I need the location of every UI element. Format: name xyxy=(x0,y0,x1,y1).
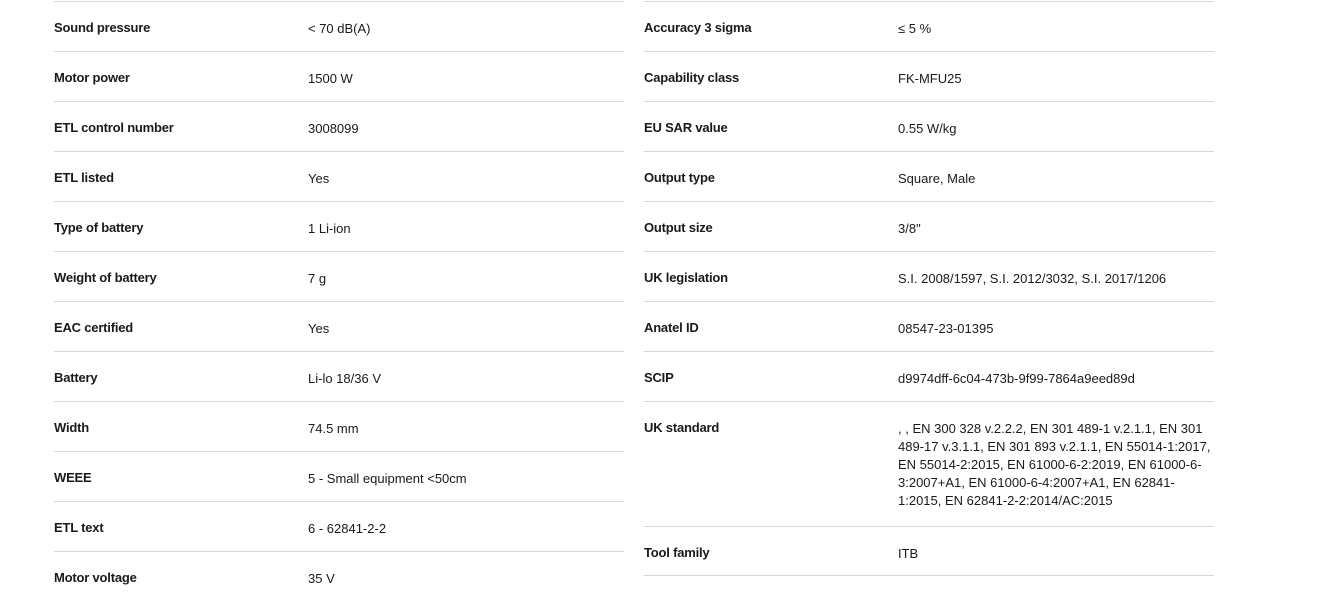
spec-row: Anatel ID 08547-23-01395 xyxy=(644,301,1214,351)
spec-label: Anatel ID xyxy=(644,320,699,335)
spec-row: Type of battery 1 Li-ion xyxy=(54,201,624,251)
spec-value: 6 - 62841-2-2 xyxy=(308,521,387,536)
spec-value: Square, Male xyxy=(898,171,976,186)
spec-label: Width xyxy=(54,420,89,435)
spec-label: Output size xyxy=(644,220,713,235)
spec-label: Capability class xyxy=(644,70,740,85)
spec-row: EAC certified Yes xyxy=(54,301,624,351)
spec-label: Battery xyxy=(54,370,98,385)
spec-value: 74.5 mm xyxy=(308,421,359,436)
spec-value: ITB xyxy=(898,546,919,561)
spec-label: Sound pressure xyxy=(54,20,151,35)
spec-value: FK-MFU25 xyxy=(898,71,962,86)
spec-row: UK standard , , EN 300 328 v.2.2.2, EN 30… xyxy=(644,401,1214,526)
spec-value: d9974dff-6c04-473b-9f99-7864a9eed89d xyxy=(898,371,1135,386)
spec-row: ETL control number 3008099 xyxy=(54,101,624,151)
spec-value: 3008099 xyxy=(308,121,359,136)
spec-label: WEEE xyxy=(54,470,92,485)
spec-row: Motor voltage 35 V xyxy=(54,551,624,601)
spec-label: SCIP xyxy=(644,370,674,385)
spec-row: Weight of battery 7 g xyxy=(54,251,624,301)
spec-value: 3/8" xyxy=(898,221,921,236)
spec-value: 5 - Small equipment <50cm xyxy=(308,471,467,486)
spec-value: 1 Li-ion xyxy=(308,221,351,236)
spec-label: Motor voltage xyxy=(54,570,137,585)
spec-value: Li-lo 18/36 V xyxy=(308,371,381,386)
spec-label: EU SAR value xyxy=(644,120,728,135)
spec-label: Motor power xyxy=(54,70,130,85)
spec-value: 1500 W xyxy=(308,71,353,86)
spec-value: 35 V xyxy=(308,571,335,586)
spec-row: Output type Square, Male xyxy=(644,151,1214,201)
spec-value: Yes xyxy=(308,171,330,186)
spec-label: UK legislation xyxy=(644,270,728,285)
spec-row: Width 74.5 mm xyxy=(54,401,624,451)
spec-label: ETL listed xyxy=(54,170,114,185)
spec-row: UK legislation S.I. 2008/1597, S.I. 2012/… xyxy=(644,251,1214,301)
spec-row: SCIP d9974dff-6c04-473b-9f99-7864a9eed89d xyxy=(644,351,1214,401)
spec-row: EU SAR value 0.55 W/kg xyxy=(644,101,1214,151)
spec-row: Sound pressure < 70 dB(A) xyxy=(54,1,624,51)
spec-row: ETL listed Yes xyxy=(54,151,624,201)
spec-value: 08547-23-01395 xyxy=(898,321,994,336)
spec-row: Capability class FK-MFU25 xyxy=(644,51,1214,101)
spec-row: Accuracy 3 sigma ≤ 5 % xyxy=(644,1,1214,51)
spec-value: , , EN 300 328 v.2.2.2, EN 301 489-1 v.2… xyxy=(898,421,1211,508)
spec-row: Motor power 1500 W xyxy=(54,51,624,101)
spec-label: Type of battery xyxy=(54,220,144,235)
spec-row: Battery Li-lo 18/36 V xyxy=(54,351,624,401)
spec-row: WEEE 5 - Small equipment <50cm xyxy=(54,451,624,501)
spec-label: ETL text xyxy=(54,520,104,535)
spec-label: EAC certified xyxy=(54,320,134,335)
spec-label: UK standard xyxy=(644,420,720,435)
spec-label: ETL control number xyxy=(54,120,174,135)
spec-table-left: Sound pressure < 70 dB(A) Motor power 1500 … xyxy=(54,1,624,601)
spec-value: 0.55 W/kg xyxy=(898,121,957,136)
spec-row: Output size 3/8" xyxy=(644,201,1214,251)
spec-table-right: Accuracy 3 sigma ≤ 5 % Capability class FK-… xyxy=(644,1,1214,576)
spec-value: S.I. 2008/1597, S.I. 2012/3032, S.I. 201… xyxy=(898,271,1167,286)
spec-label: Accuracy 3 sigma xyxy=(644,20,752,35)
spec-value: Yes xyxy=(308,321,330,336)
spec-row: Tool family ITB xyxy=(644,526,1214,576)
spec-label: Tool family xyxy=(644,545,710,560)
spec-label: Weight of battery xyxy=(54,270,157,285)
spec-value: < 70 dB(A) xyxy=(308,21,371,36)
spec-row: ETL text 6 - 62841-2-2 xyxy=(54,501,624,551)
spec-label: Output type xyxy=(644,170,715,185)
spec-value: 7 g xyxy=(308,271,327,286)
spec-value: ≤ 5 % xyxy=(898,21,932,36)
